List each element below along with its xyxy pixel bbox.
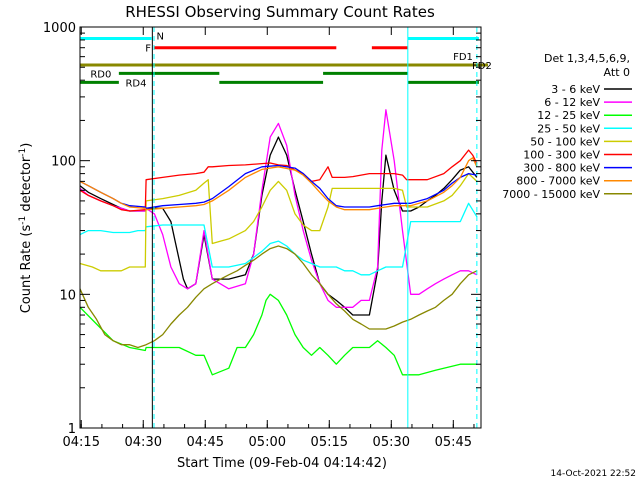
legend-label-3-6-kev: 3 - 6 keV	[551, 83, 600, 96]
series-line-3-6-kev	[79, 136, 478, 316]
chart-title: RHESSI Observing Summary Count Rates	[125, 3, 435, 21]
series-line-300-800-kev	[79, 164, 478, 209]
y-tick-label-1: 1	[68, 422, 76, 437]
y-axis-label-part1: Count Rate (s	[19, 225, 34, 314]
y-axis-label: Count Rate (s-1 detector-1)	[18, 143, 34, 314]
legend-label-800-7000-kev: 800 - 7000 keV	[516, 175, 600, 188]
x-tick-label-05-15: 05:15	[311, 435, 348, 450]
x-tick-label-05-45: 05:45	[435, 435, 472, 450]
plot-frame	[79, 26, 482, 429]
y-axis-ticks: 1 10 100 1000	[43, 21, 481, 437]
series-line-6-12-kev	[79, 109, 478, 308]
flag-label-fd1: FD1	[453, 52, 473, 63]
y-axis-label-part2: detector	[19, 156, 34, 216]
legend-label-300-800-kev: 300 - 800 keV	[523, 162, 600, 175]
x-axis-label: Start Time (09-Feb-04 04:14:42)	[177, 456, 387, 471]
x-tick-label-04-15: 04:15	[63, 435, 100, 450]
observing-flags: NF FD1 RD0 RD4	[80, 32, 488, 89]
legend-label-7000-15000-kev: 7000 - 15000 keV	[502, 188, 600, 201]
series-line-12-25-kev	[79, 293, 477, 376]
legend-label-25-50-kev: 25 - 50 keV	[537, 122, 600, 135]
legend-label-50-100-kev: 50 - 100 keV	[530, 135, 600, 148]
x-axis-ticks: 04:15 04:30 04:45 05:00 05:15 05:30 05:45	[63, 27, 475, 450]
series-line-50-100-kev	[79, 172, 478, 272]
flag-label-n: N	[157, 32, 164, 43]
y-tick-label-10: 10	[59, 288, 76, 303]
y-axis-label-part3: )	[19, 143, 34, 148]
y-axis-label-sup2: -1	[18, 148, 28, 157]
series-line-7000-15000-kev	[79, 245, 478, 349]
y-tick-label-100: 100	[51, 155, 76, 170]
timestamp: 14-Oct-2021 22:52	[551, 469, 636, 479]
legend-label-6-12-kev: 6 - 12 keV	[544, 96, 600, 109]
series-line-800-7000-kev	[79, 157, 478, 211]
legend-label-100-300-kev: 100 - 300 keV	[523, 149, 600, 162]
y-axis-label-sup1: -1	[18, 216, 28, 225]
legend-header-line1: Det 1,3,4,5,6,9,	[544, 52, 630, 65]
flag-label-rd4: RD4	[125, 78, 146, 89]
fd2-flag-label: FD2	[472, 61, 492, 72]
x-tick-label-05-00: 05:00	[249, 435, 286, 450]
x-tick-label-04-45: 04:45	[187, 435, 224, 450]
series-layer	[79, 109, 478, 376]
legend-label-12-25-kev: 12 - 25 keV	[537, 109, 600, 122]
flag-label-rd0: RD0	[90, 69, 111, 80]
legend-header-line2: Att 0	[604, 66, 630, 79]
series-line-25-50-kev	[79, 202, 478, 276]
y-tick-label-1000: 1000	[43, 21, 76, 36]
x-tick-label-04-30: 04:30	[125, 435, 162, 450]
flag-label-f: F	[145, 44, 151, 55]
x-tick-label-05-30: 05:30	[373, 435, 410, 450]
